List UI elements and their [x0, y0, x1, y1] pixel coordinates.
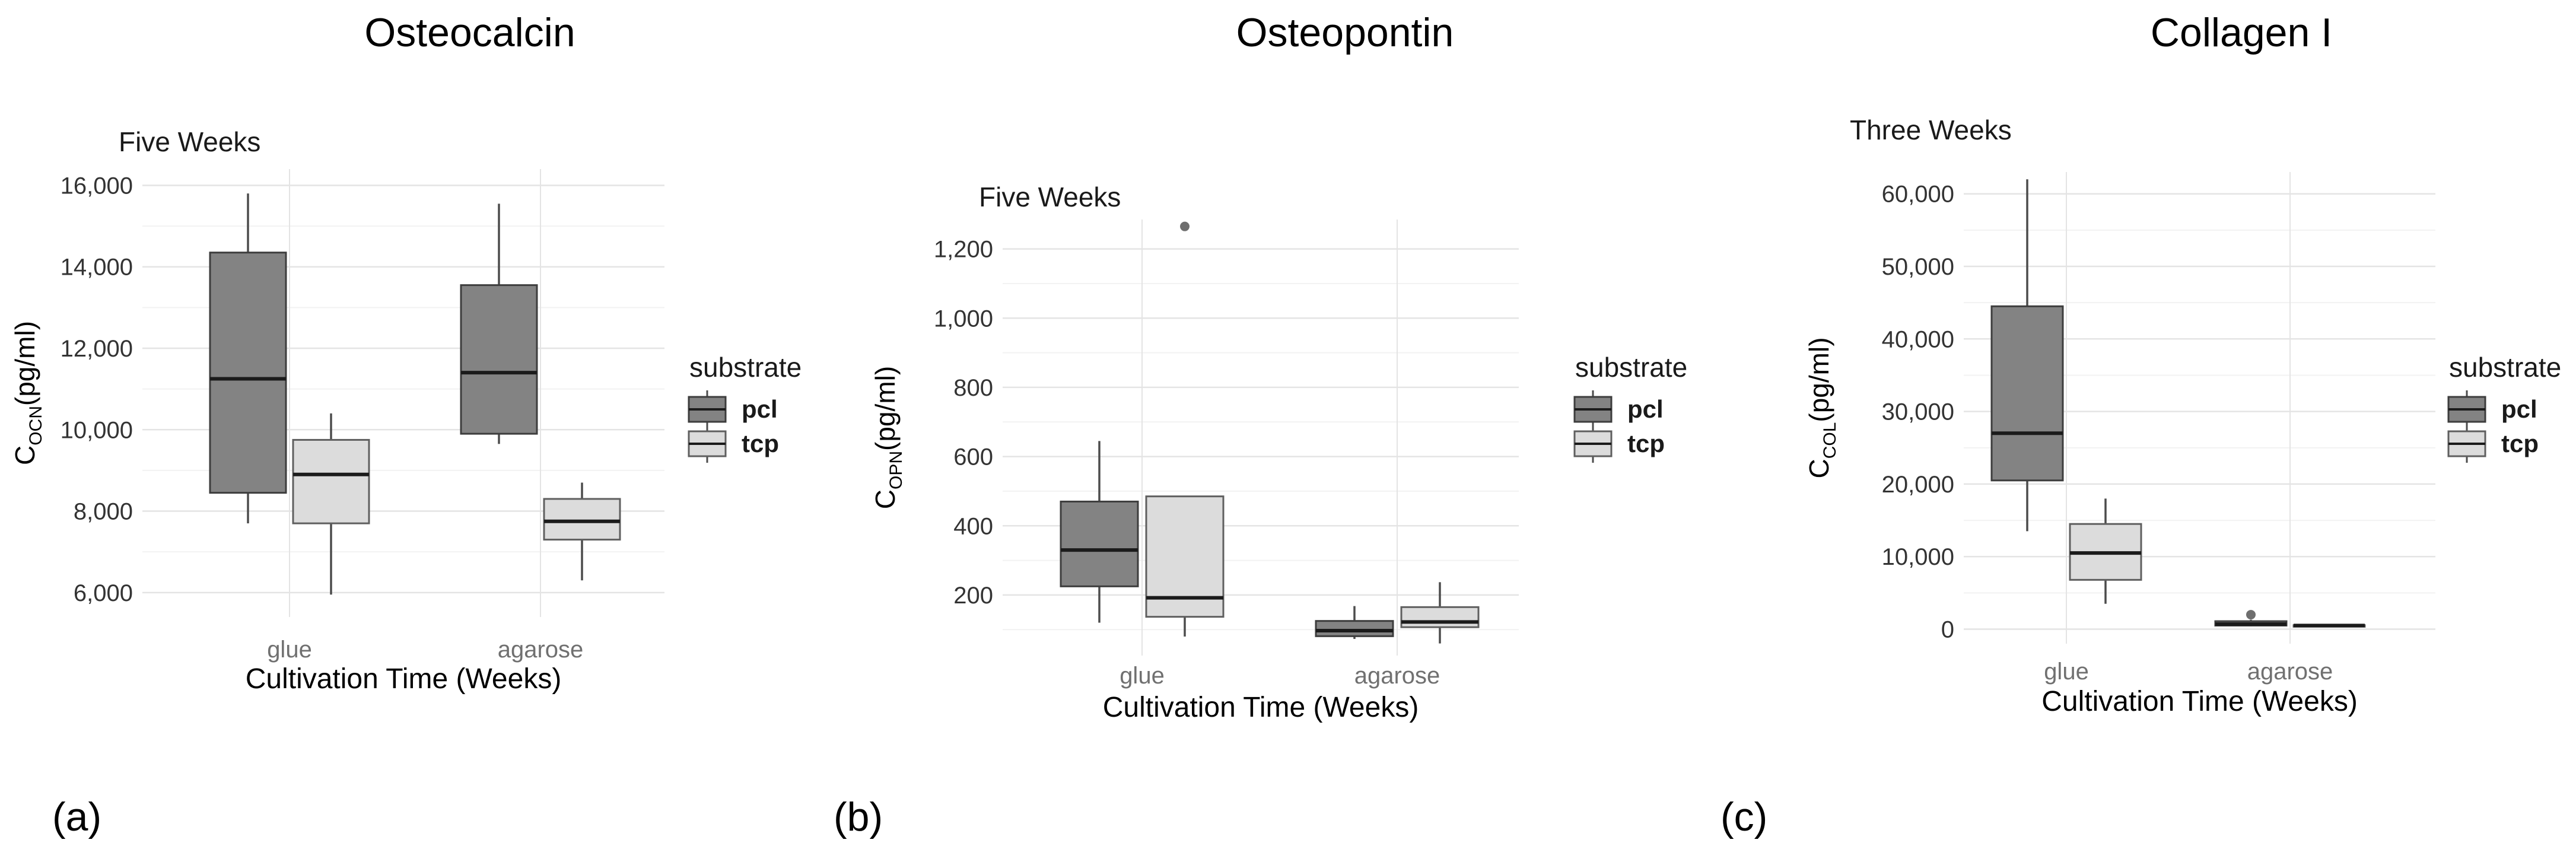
box-tcp-agarose	[1400, 606, 1480, 628]
panel-b: 200 400 600 800 1,000 1,200 COPN(pg/ml) glue aga…	[834, 10, 1687, 839]
box-tcp-glue	[292, 438, 370, 524]
panel-subtitle: Three Weeks	[1850, 115, 2012, 145]
legend-label-pcl: pcl	[742, 395, 778, 423]
y-axis-label: CCOL(pg/ml)	[1804, 337, 1840, 478]
x-tick-label: glue	[267, 637, 312, 663]
legend: substrate pcl tcp	[1573, 352, 1687, 463]
outlier-point-tcp-glue	[1180, 221, 1190, 231]
legend-label-pcl: pcl	[2501, 395, 2537, 423]
y-tick-label: 10,000	[1882, 544, 1954, 570]
panel-a: 6,000 8,000 10,000 12,000 14,000 16,000 COCN(p…	[9, 10, 802, 839]
box-pcl-glue	[209, 252, 287, 494]
x-axis-title: Cultivation Time (Weeks)	[1103, 692, 1419, 723]
y-tick-label: 200	[953, 583, 993, 609]
panel-c: 0 10,000 20,000 30,000 40,000 50,000 60,000 CCO…	[1720, 10, 2561, 839]
x-tick-label: agarose	[2247, 659, 2333, 685]
y-tick-label: 12,000	[61, 336, 133, 362]
outlier-point-pcl-agarose	[2246, 610, 2256, 620]
y-axis-label-main: C	[9, 446, 40, 465]
y-axis-label-unit: (pg/ml)	[870, 366, 901, 451]
panel-subtitle: Five Weeks	[119, 126, 260, 157]
legend-label-tcp: tcp	[2501, 430, 2539, 457]
panel-letter-c: (c)	[1720, 794, 1767, 839]
x-tick-label: glue	[2044, 659, 2089, 685]
x-tick-label: agarose	[1354, 663, 1440, 689]
legend-glyph-pcl	[688, 390, 727, 428]
box-pcl-agarose	[460, 284, 538, 435]
y-axis-label: COPN(pg/ml)	[870, 366, 906, 509]
legend-glyph-pcl	[2447, 390, 2486, 428]
legend-title: substrate	[1575, 352, 1687, 383]
y-tick-label: 0	[1941, 617, 1954, 643]
panel-title: Osteopontin	[1236, 10, 1454, 55]
x-tick-label: glue	[1120, 663, 1165, 689]
panel-title: Collagen I	[2151, 10, 2332, 55]
y-axis-label-main: C	[1804, 459, 1834, 478]
y-tick-label: 50,000	[1882, 254, 1954, 280]
y-tick-label: 800	[953, 375, 993, 401]
legend-glyph-tcp	[1573, 425, 1613, 463]
box-tcp-agarose	[543, 498, 621, 541]
legend-glyph-pcl	[1573, 390, 1613, 428]
panel-letter-a: (a)	[52, 794, 101, 839]
legend-title: substrate	[2449, 352, 2561, 383]
y-axis-label-unit: (pg/ml)	[1804, 337, 1834, 422]
box-pcl-agarose	[1315, 620, 1394, 637]
box-pcl-glue	[1990, 305, 2064, 482]
y-tick-label: 1,000	[934, 306, 993, 332]
y-axis-label-sub: OCN	[26, 406, 46, 446]
y-tick-label: 60,000	[1882, 182, 1954, 208]
panel-letter-b: (b)	[834, 794, 883, 839]
y-axis-label-sub: OPN	[886, 451, 906, 489]
x-axis-title: Cultivation Time (Weeks)	[2041, 686, 2358, 717]
legend: substrate pcl tcp	[2447, 352, 2561, 463]
y-axis-label-sub: COL	[1820, 422, 1840, 459]
y-tick-label: 400	[953, 513, 993, 539]
panel-subtitle: Five Weeks	[979, 182, 1121, 212]
y-tick-label: 1,200	[934, 237, 993, 263]
box-pcl-glue	[1060, 500, 1139, 587]
y-tick-label: 10,000	[61, 417, 133, 443]
y-tick-label: 20,000	[1882, 472, 1954, 498]
legend: substrate pcl tcp	[688, 352, 802, 463]
y-tick-label: 8,000	[74, 499, 133, 525]
y-tick-label: 30,000	[1882, 399, 1954, 425]
x-axis-title: Cultivation Time (Weeks)	[246, 663, 562, 695]
y-tick-label: 6,000	[74, 580, 133, 606]
legend-title: substrate	[689, 352, 802, 383]
legend-label-pcl: pcl	[1627, 395, 1664, 423]
y-tick-label: 40,000	[1882, 326, 1954, 352]
y-tick-label: 16,000	[61, 173, 133, 199]
legend-glyph-tcp	[688, 425, 727, 463]
legend-glyph-tcp	[2447, 425, 2486, 463]
y-axis-label-main: C	[870, 489, 901, 509]
panel-title: Osteocalcin	[364, 10, 575, 55]
x-tick-label: agarose	[498, 637, 584, 663]
y-tick-label: 14,000	[61, 255, 133, 281]
legend-label-tcp: tcp	[1627, 430, 1665, 457]
y-tick-label: 600	[953, 444, 993, 470]
y-axis-label: COCN(pg/ml)	[9, 321, 46, 465]
y-axis-label-unit: (pg/ml)	[9, 321, 40, 406]
legend-label-tcp: tcp	[742, 430, 779, 457]
